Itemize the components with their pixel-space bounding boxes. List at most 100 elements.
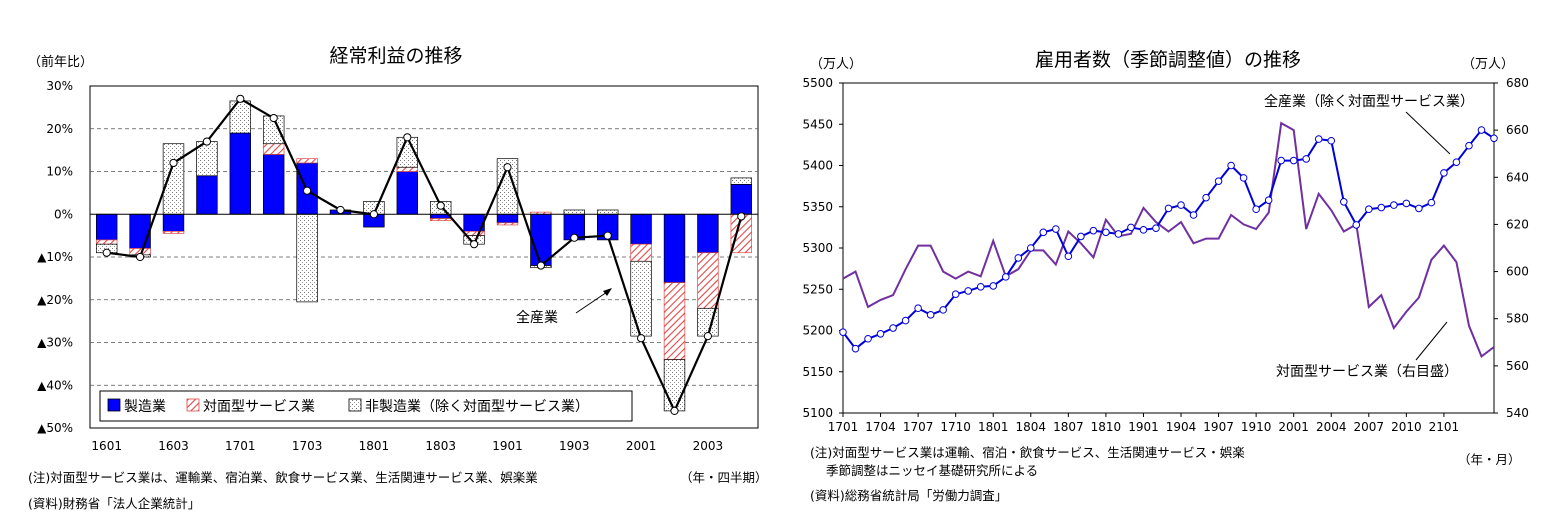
employment-x-tick-label: 2010 — [1391, 420, 1422, 434]
employment-x-tick-label: 1701 — [828, 420, 859, 434]
profit-x-ticks: 1601 1603 1701 1703 1801 1803 1901 1903 2001 2003 — [91, 439, 723, 453]
total-ex-face-point — [1314, 135, 1323, 143]
bar-non-manufacturing — [229, 100, 252, 134]
profit-x-unit: （年・四半期） — [680, 470, 768, 485]
employment-x-tick-label: 1707 — [903, 420, 934, 434]
legend-swatch-manufacturing — [107, 398, 121, 412]
profit-x-tick-label: 1803 — [425, 439, 456, 453]
bar-face-service — [296, 158, 318, 164]
bar-manufacturing — [129, 213, 151, 249]
bar-face-service — [496, 222, 519, 226]
all-industry-point — [703, 331, 713, 341]
employment-right-tick-label: 660 — [1506, 123, 1529, 137]
employment-left-tick-label: 5350 — [802, 200, 833, 214]
employment-x-unit: （年・月） — [1458, 452, 1521, 467]
bar-face-service — [697, 252, 719, 309]
profit-y-tick-label: 20% — [46, 122, 73, 136]
bar-face-service — [162, 231, 185, 234]
all-industry-points — [102, 94, 746, 415]
employment-right-tick-label: 640 — [1506, 170, 1529, 184]
profit-y-tick-label: ▲20% — [37, 293, 73, 307]
total-ex-face-point — [1339, 198, 1348, 206]
bar-non-manufacturing — [596, 209, 619, 215]
profit-x-tick-label: 1901 — [492, 439, 523, 453]
total-ex-face-point — [1077, 232, 1085, 241]
employment-chart: 雇用者数（季節調整値）の推移 （万人） （万人） 5500 5450 5400 535… — [802, 49, 1528, 503]
bar-face-service — [630, 243, 652, 262]
bar-non-manufacturing — [296, 213, 318, 303]
total-ex-face-point — [1477, 126, 1486, 134]
total-ex-face-point — [1014, 254, 1023, 262]
employment-x-tick-label: 1807 — [1053, 420, 1084, 434]
all-industry-point — [236, 94, 245, 103]
all-industry-point — [403, 133, 412, 142]
total-ex-face-point — [1264, 196, 1273, 204]
bar-face-service — [429, 218, 452, 222]
employment-right-tick-label: 580 — [1506, 312, 1529, 326]
all-industry-point — [603, 231, 612, 240]
bar-face-service — [262, 143, 285, 155]
bar-manufacturing — [530, 213, 552, 266]
employment-x-ticks: 1701 1704 1707 1710 1801 1804 1807 1810 1901 1904… — [828, 413, 1459, 434]
total-ex-face-point — [1277, 156, 1285, 165]
total-ex-face-point — [1427, 198, 1436, 207]
bar-manufacturing — [730, 183, 753, 215]
all-industry-point — [369, 210, 378, 219]
bar-non-manufacturing — [663, 359, 686, 412]
bar-face-service — [663, 282, 686, 360]
total-ex-face-point — [1452, 158, 1461, 166]
all-industry-point — [136, 252, 145, 262]
profit-y-tick-label: ▲40% — [37, 378, 73, 392]
total-ex-face-point — [926, 311, 935, 319]
total-ex-face-point — [989, 282, 998, 290]
total-ex-face-point — [1039, 228, 1048, 237]
employment-left-tick-label: 5400 — [802, 159, 833, 173]
profit-legend: 製造業 対面型サービス業 非製造業（除く対面型サービス業） — [99, 390, 633, 422]
employment-x-tick-label: 1910 — [1241, 420, 1272, 434]
bar-face-service — [396, 166, 419, 172]
all-industry-callout: 全産業 — [516, 309, 558, 326]
bar-manufacturing — [496, 213, 519, 224]
employment-source: (資料)総務省統計局「労働力調査」 — [810, 488, 1007, 503]
profit-legend-box — [99, 390, 633, 422]
profit-x-tick-label: 2001 — [626, 439, 657, 453]
employment-x-tick-label: 2007 — [1354, 420, 1385, 434]
profit-y-unit: （前年比） — [28, 54, 93, 70]
all-industry-point — [269, 113, 278, 123]
all-industry-point — [169, 158, 178, 168]
profit-y-tick-label: ▲10% — [37, 250, 73, 264]
total-ex-face-point — [1189, 211, 1198, 219]
all-industry-point — [737, 212, 746, 221]
total-ex-face-point — [1289, 156, 1298, 165]
face-service-callout-line — [1415, 321, 1448, 361]
bar-non-manufacturing — [630, 260, 652, 337]
bar-manufacturing — [95, 213, 118, 241]
total-ex-face-point — [1152, 224, 1160, 232]
profit-y-ticks: 30% 20% 10% 0% ▲10% ▲20% ▲30% ▲40% ▲50% — [37, 79, 73, 435]
total-ex-face-point — [1327, 136, 1336, 145]
total-ex-face-point — [1139, 226, 1148, 234]
legend-swatch-face-service — [186, 398, 200, 412]
profit-y-tick-label: ▲50% — [37, 421, 73, 435]
bar-manufacturing — [229, 132, 252, 215]
employment-left-tick-label: 5150 — [802, 365, 833, 379]
legend-label-face-service: 対面型サービス業 — [203, 399, 315, 415]
total-ex-face-point — [901, 316, 910, 325]
bar-manufacturing — [262, 154, 285, 215]
profit-y-tick-label: 10% — [46, 165, 73, 179]
total-ex-face-point — [964, 287, 972, 295]
profit-source: (資料)財務省「法人企業統計」 — [28, 496, 200, 511]
total-ex-face-point — [1214, 177, 1223, 185]
bar-manufacturing — [162, 213, 185, 232]
total-ex-face-point — [914, 304, 922, 313]
employment-left-tick-label: 5200 — [802, 324, 833, 338]
face-service-line — [842, 121, 1495, 358]
all-industry-line — [106, 97, 743, 414]
face-service-callout: 対面型サービス業（右目盛） — [1276, 364, 1458, 380]
bar-non-manufacturing — [563, 209, 586, 215]
total-ex-face-point — [851, 344, 860, 353]
legend-label-non-manufacturing: 非製造業（除く対面型サービス業） — [365, 399, 589, 415]
employment-x-tick-label: 1810 — [1091, 420, 1122, 434]
employment-right-unit: （万人） — [1462, 57, 1514, 72]
